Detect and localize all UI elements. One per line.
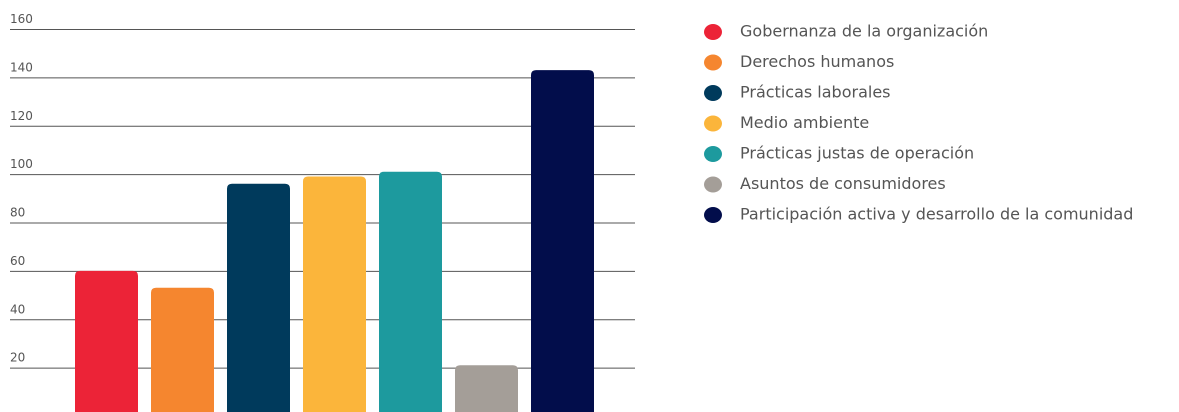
bar bbox=[379, 171, 442, 412]
y-tick-label: 40 bbox=[10, 302, 25, 316]
legend-swatch bbox=[704, 115, 722, 132]
legend-swatch bbox=[704, 24, 722, 40]
y-tick-label: 20 bbox=[10, 351, 25, 365]
bar bbox=[531, 70, 594, 412]
bar bbox=[303, 176, 366, 412]
legend-swatch bbox=[704, 146, 722, 162]
legend-swatch bbox=[704, 85, 722, 101]
legend-swatch bbox=[704, 207, 722, 223]
y-tick-label: 120 bbox=[10, 109, 33, 123]
legend-swatch bbox=[704, 54, 722, 71]
y-tick-label: 160 bbox=[10, 12, 33, 26]
legend-label: Medio ambiente bbox=[740, 113, 869, 132]
legend-label: Asuntos de consumidores bbox=[740, 174, 946, 193]
legend-label: Participación activa y desarrollo de la … bbox=[740, 205, 1133, 224]
y-tick-label: 100 bbox=[10, 157, 33, 171]
bar bbox=[455, 365, 518, 412]
bar bbox=[227, 183, 290, 412]
legend-label: Prácticas laborales bbox=[740, 83, 891, 102]
legend-swatch bbox=[704, 176, 722, 193]
y-tick-label: 80 bbox=[10, 206, 25, 220]
legend-label: Derechos humanos bbox=[740, 52, 894, 71]
legend-label: Gobernanza de la organización bbox=[740, 22, 988, 41]
bar bbox=[151, 287, 214, 412]
legend-label: Prácticas justas de operación bbox=[740, 144, 974, 163]
y-tick-label: 140 bbox=[10, 60, 33, 74]
bar bbox=[75, 270, 138, 412]
y-tick-label: 60 bbox=[10, 254, 25, 268]
